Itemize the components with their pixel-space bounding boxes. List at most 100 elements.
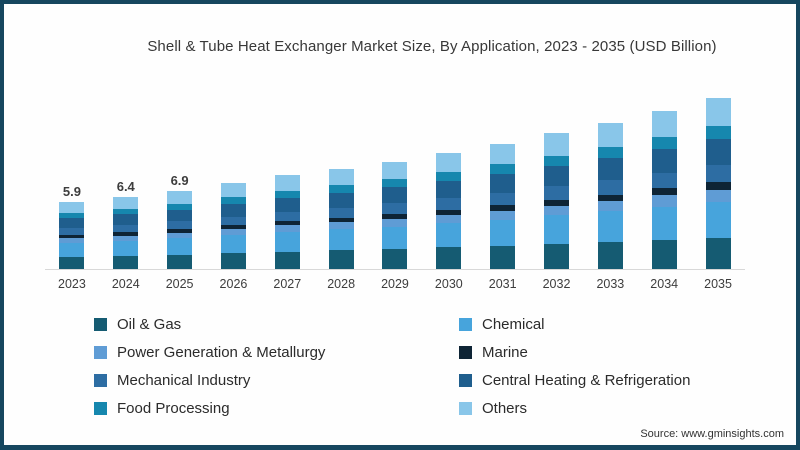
bar-segment: [490, 210, 516, 220]
bar-segment: [436, 247, 462, 269]
bar-segment: [436, 214, 462, 224]
legend-label: Chemical: [482, 315, 545, 333]
x-axis-label: 2029: [381, 277, 409, 291]
bar-group-2033: [583, 94, 637, 269]
bar-segment: [220, 253, 246, 269]
bar-segment: [597, 211, 623, 242]
legend-item: Marine: [459, 344, 796, 361]
legend-label: Power Generation & Metallurgy: [117, 343, 326, 361]
bar-segment: [705, 237, 731, 269]
bar-segment: [436, 171, 462, 181]
legend-swatch: [94, 401, 107, 415]
bar-segment: [274, 175, 300, 191]
legend-swatch: [94, 373, 107, 387]
bar-segment: [167, 221, 193, 230]
bar-value-label: 6.4: [116, 178, 135, 194]
bar-group-2023: 5.9: [45, 94, 99, 269]
bar-stack: [436, 152, 462, 269]
legend-label: Others: [482, 399, 528, 417]
bar-stack: [328, 168, 354, 269]
bar-segment: [328, 217, 354, 223]
bar-stack: [274, 175, 300, 269]
legend-item: Power Generation & Metallurgy: [94, 344, 459, 361]
bar-segment: [490, 143, 516, 165]
bar-value-label: 5.9: [62, 184, 81, 200]
legend-swatch: [459, 345, 472, 359]
x-axis-label: 2033: [596, 277, 625, 291]
bar-group-2032: [530, 94, 584, 269]
bar-segment: [274, 221, 300, 226]
bar-group-2030: [422, 94, 476, 269]
bar-segment: [167, 232, 193, 239]
bar-stack: [597, 123, 623, 269]
legend-swatch: [459, 373, 472, 387]
bar-segment: [113, 225, 139, 233]
bar-segment: [490, 164, 516, 174]
bar-segment: [436, 180, 462, 199]
bar-group-2029: [368, 94, 422, 269]
bar-segment: [59, 242, 85, 257]
bar-segment: [382, 179, 408, 188]
bar-value-label: 6.9: [170, 172, 189, 188]
bar-stack: [220, 183, 246, 269]
bar-segment: [490, 173, 516, 193]
bar-group-2035: [691, 94, 745, 269]
bar-segment: [490, 219, 516, 246]
bar-segment: [597, 123, 623, 148]
bar-segment: [220, 197, 246, 204]
bar-segment: [651, 188, 677, 196]
x-axis-label: 2031: [488, 277, 517, 291]
bar-segment: [59, 202, 85, 214]
bar-segment: [490, 192, 516, 206]
bar-segment: [544, 133, 570, 156]
bar-segment: [705, 98, 731, 127]
bar-segment: [597, 180, 623, 195]
bar-segment: [382, 161, 408, 180]
bar-segment: [651, 110, 677, 137]
bar-segment: [597, 147, 623, 159]
bar-segment: [597, 201, 623, 212]
bar-segment: [597, 242, 623, 269]
bar-segment: [705, 126, 731, 140]
bar-segment: [382, 226, 408, 250]
bar-segment: [113, 196, 139, 209]
bar-segment: [328, 185, 354, 193]
legend-swatch: [459, 317, 472, 331]
legend-item: Oil & Gas: [94, 316, 459, 333]
bar-segment: [59, 228, 85, 236]
bar-segment: [167, 238, 193, 255]
bar-segment: [436, 223, 462, 248]
x-axis-label: 2027: [273, 277, 302, 291]
bar-segment: [490, 205, 516, 211]
x-axis: 2023 2024 2025 2026 2027 2028 2029 2030 2031 2032…: [45, 277, 745, 291]
legend-item: Mechanical Industry: [94, 372, 459, 389]
bar-segment: [274, 225, 300, 232]
bar-segment: [220, 183, 246, 198]
legend: Oil & Gas Chemical Power Generation & Meta…: [94, 310, 796, 422]
bar-segment: [220, 203, 246, 217]
bar-segment: [113, 255, 139, 269]
bar-segment: [382, 203, 408, 215]
bar-segment: [113, 214, 139, 226]
bar-segment: [274, 231, 300, 252]
bar-segment: [382, 249, 408, 269]
x-axis-label: 2034: [650, 277, 679, 291]
bar-segment: [328, 192, 354, 208]
bar-segment: [544, 215, 570, 244]
bar-segment: [59, 235, 85, 239]
bar-segment: [274, 251, 300, 269]
bar-stack: [544, 133, 570, 269]
bar-stack: [382, 161, 408, 269]
x-axis-label: 2028: [327, 277, 356, 291]
x-axis-label: 2023: [58, 277, 86, 291]
legend-swatch: [94, 345, 107, 359]
x-axis-label: 2035: [704, 277, 732, 291]
legend-item: Central Heating & Refrigeration: [459, 372, 796, 389]
bar-segment: [544, 165, 570, 187]
source-note: Source: www.gminsights.com: [640, 428, 784, 440]
bar-group-2034: [637, 94, 691, 269]
chart-title: Shell & Tube Heat Exchanger Market Size,…: [147, 38, 717, 55]
bar-segment: [274, 197, 300, 212]
bar-segment: [705, 139, 731, 165]
